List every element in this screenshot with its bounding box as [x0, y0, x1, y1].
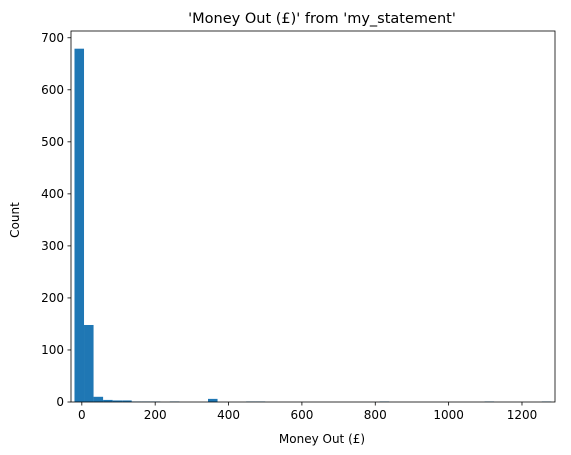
- histogram-bar: [112, 400, 123, 402]
- histogram-bar: [103, 399, 113, 402]
- histogram-bar: [93, 396, 104, 402]
- histogram-bar: [122, 400, 132, 402]
- y-tick-label: 600: [41, 83, 64, 97]
- x-tick-label: 0: [78, 408, 86, 422]
- histogram-bar: [74, 48, 85, 403]
- x-axis-ticks: 0 200 400 600 800 1000 1200: [78, 402, 537, 422]
- y-tick-label: 400: [41, 187, 64, 201]
- x-tick-label: 600: [290, 408, 313, 422]
- x-tick-label: 1200: [507, 408, 538, 422]
- y-axis-ticks: 0 100 200 300 400 500 600 700: [41, 31, 71, 409]
- histogram-bar: [208, 398, 218, 402]
- y-axis-label: Count: [8, 202, 22, 238]
- x-tick-label: 1000: [433, 408, 464, 422]
- x-axis-label: Money Out (£): [279, 432, 365, 446]
- x-tick-label: 200: [144, 408, 167, 422]
- x-tick-label: 400: [217, 408, 240, 422]
- y-tick-label: 100: [41, 343, 64, 357]
- x-tick-label: 800: [364, 408, 387, 422]
- axes-frame: [70, 30, 556, 403]
- y-tick-label: 700: [41, 31, 64, 45]
- y-tick-label: 500: [41, 135, 64, 149]
- histogram-bar: [84, 324, 94, 402]
- y-tick-label: 300: [41, 239, 64, 253]
- y-tick-label: 200: [41, 291, 64, 305]
- y-tick-label: 0: [56, 395, 64, 409]
- chart-title: 'Money Out (£)' from 'my_statement': [188, 11, 456, 27]
